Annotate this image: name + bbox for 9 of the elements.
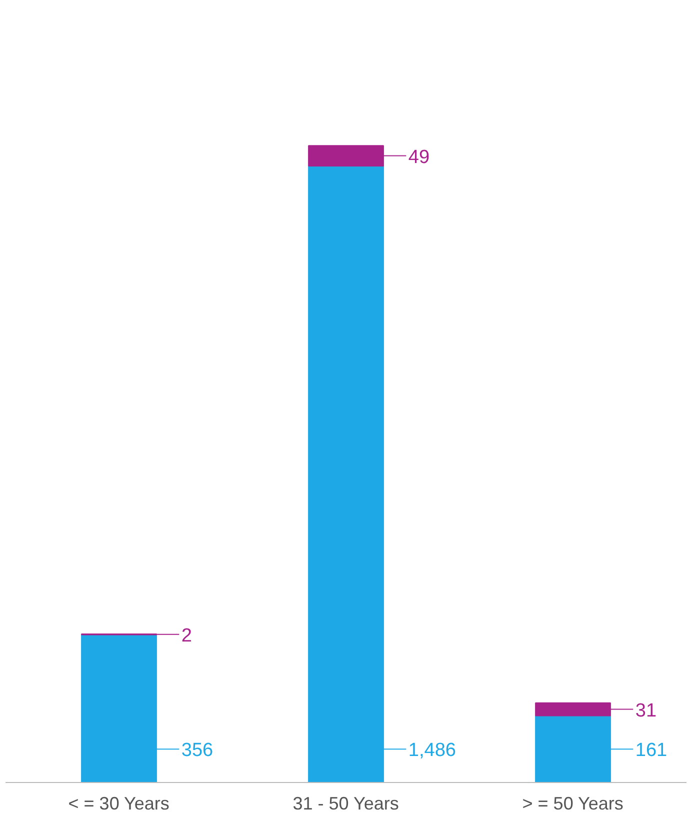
data-label: 31 (635, 700, 657, 722)
x-tick-label: 31 - 50 Years (292, 794, 399, 814)
data-label: 49 (408, 146, 430, 168)
data-label: 2 (181, 625, 192, 646)
data-label: 161 (635, 740, 668, 762)
x-tick-label: < = 30 Years (68, 794, 170, 814)
data-label: 356 (181, 740, 214, 762)
data-label: 1,486 (408, 740, 456, 762)
x-tick-label: > = 50 Years (522, 794, 624, 814)
